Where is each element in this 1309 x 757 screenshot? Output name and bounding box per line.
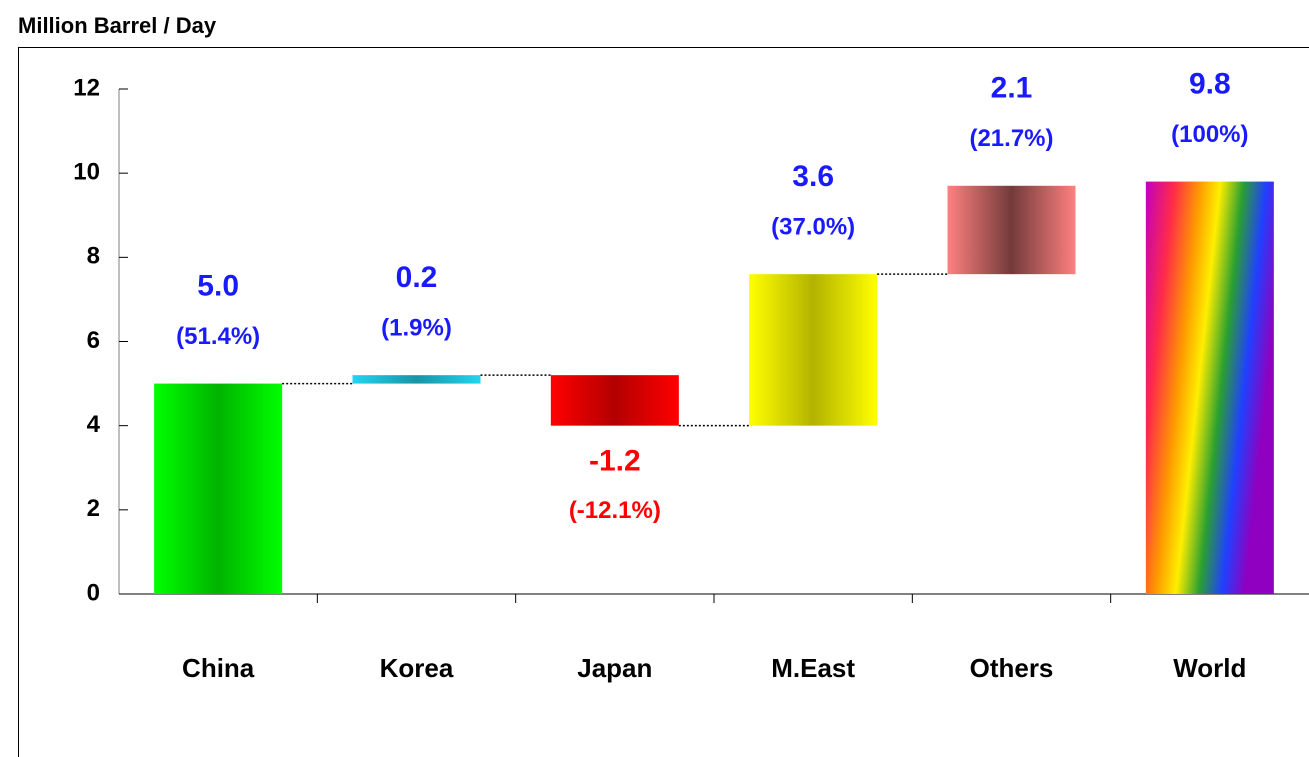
y-tick-label: 2: [87, 495, 100, 522]
bar: [352, 375, 481, 384]
x-tick-label: Japan: [577, 653, 652, 683]
share-label: (51.4%): [176, 323, 260, 350]
value-label: 0.2: [396, 261, 438, 294]
share-label: (1.9%): [381, 315, 452, 342]
y-tick-label: 4: [87, 411, 101, 438]
chart-title: Million Barrel / Day: [18, 13, 217, 38]
value-label: 9.8: [1189, 68, 1231, 101]
value-label: 5.0: [197, 270, 239, 303]
bar: [154, 383, 283, 594]
plot-frame: [18, 47, 1309, 757]
share-label: (100%): [1171, 121, 1248, 148]
x-tick-label: China: [182, 653, 255, 683]
share-label: (-12.1%): [569, 497, 661, 524]
y-tick-label: 6: [87, 327, 100, 354]
bar: [749, 274, 878, 426]
share-label: (21.7%): [969, 125, 1053, 152]
value-label: 3.6: [792, 160, 834, 193]
value-label: 2.1: [991, 72, 1033, 105]
bar: [947, 185, 1076, 275]
x-tick-label: M.East: [771, 653, 855, 683]
share-label: (37.0%): [771, 214, 855, 241]
y-tick-label: 12: [73, 74, 100, 101]
y-tick-label: 8: [87, 243, 100, 270]
bar: [550, 375, 679, 426]
bar: [1145, 181, 1274, 595]
x-tick-label: World: [1173, 653, 1246, 683]
x-tick-label: Korea: [380, 653, 454, 683]
y-tick-label: 0: [87, 579, 100, 606]
x-tick-label: Others: [970, 653, 1054, 683]
value-label: -1.2: [589, 445, 641, 478]
y-tick-label: 10: [73, 159, 100, 186]
